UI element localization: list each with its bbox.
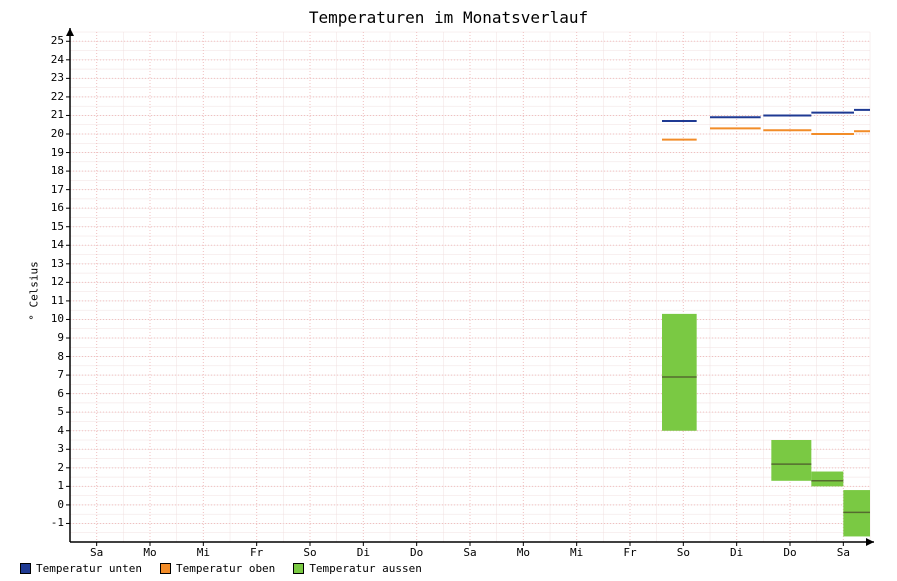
x-tick-label: Mo: [517, 546, 530, 559]
y-tick-label: 12: [40, 275, 64, 288]
x-tick-label: Sa: [463, 546, 476, 559]
y-tick-label: 22: [40, 90, 64, 103]
y-tick-label: 16: [40, 201, 64, 214]
legend-swatch-oben: [160, 563, 171, 574]
x-tick-label: Do: [783, 546, 796, 559]
y-tick-label: 25: [40, 34, 64, 47]
y-tick-label: 3: [40, 442, 64, 455]
y-tick-label: 17: [40, 183, 64, 196]
legend-label-aussen: Temperatur aussen: [309, 562, 422, 575]
x-tick-label: So: [677, 546, 690, 559]
y-tick-label: 7: [40, 368, 64, 381]
legend-item-unten: Temperatur unten: [20, 562, 142, 575]
x-tick-label: Di: [357, 546, 370, 559]
x-tick-label: So: [303, 546, 316, 559]
x-tick-label: Mi: [197, 546, 210, 559]
legend-item-aussen: Temperatur aussen: [293, 562, 422, 575]
y-tick-label: 18: [40, 164, 64, 177]
y-tick-label: 6: [40, 387, 64, 400]
y-tick-label: 13: [40, 257, 64, 270]
y-tick-label: 5: [40, 405, 64, 418]
x-tick-label: Do: [410, 546, 423, 559]
y-tick-label: -1: [40, 516, 64, 529]
y-tick-label: 9: [40, 331, 64, 344]
legend-swatch-unten: [20, 563, 31, 574]
x-tick-label: Fr: [250, 546, 263, 559]
legend-label-oben: Temperatur oben: [176, 562, 275, 575]
x-tick-label: Sa: [837, 546, 850, 559]
y-tick-label: 10: [40, 312, 64, 325]
y-tick-label: 11: [40, 294, 64, 307]
chart-container: Temperaturen im Monatsverlauf ° Celsius …: [0, 0, 897, 581]
x-tick-label: Mi: [570, 546, 583, 559]
y-tick-label: 21: [40, 108, 64, 121]
y-tick-label: 15: [40, 220, 64, 233]
y-tick-label: 2: [40, 461, 64, 474]
legend: Temperatur unten Temperatur oben Tempera…: [20, 562, 422, 575]
x-tick-label: Di: [730, 546, 743, 559]
y-tick-label: 20: [40, 127, 64, 140]
y-tick-label: 14: [40, 238, 64, 251]
y-tick-label: 19: [40, 146, 64, 159]
legend-swatch-aussen: [293, 563, 304, 574]
x-tick-label: Sa: [90, 546, 103, 559]
y-tick-label: 0: [40, 498, 64, 511]
y-tick-label: 8: [40, 350, 64, 363]
y-tick-label: 1: [40, 479, 64, 492]
y-tick-label: 23: [40, 71, 64, 84]
y-tick-label: 24: [40, 53, 64, 66]
chart-plot: [0, 0, 897, 581]
x-tick-label: Mo: [143, 546, 156, 559]
legend-item-oben: Temperatur oben: [160, 562, 275, 575]
y-tick-label: 4: [40, 424, 64, 437]
legend-label-unten: Temperatur unten: [36, 562, 142, 575]
x-tick-label: Fr: [623, 546, 636, 559]
